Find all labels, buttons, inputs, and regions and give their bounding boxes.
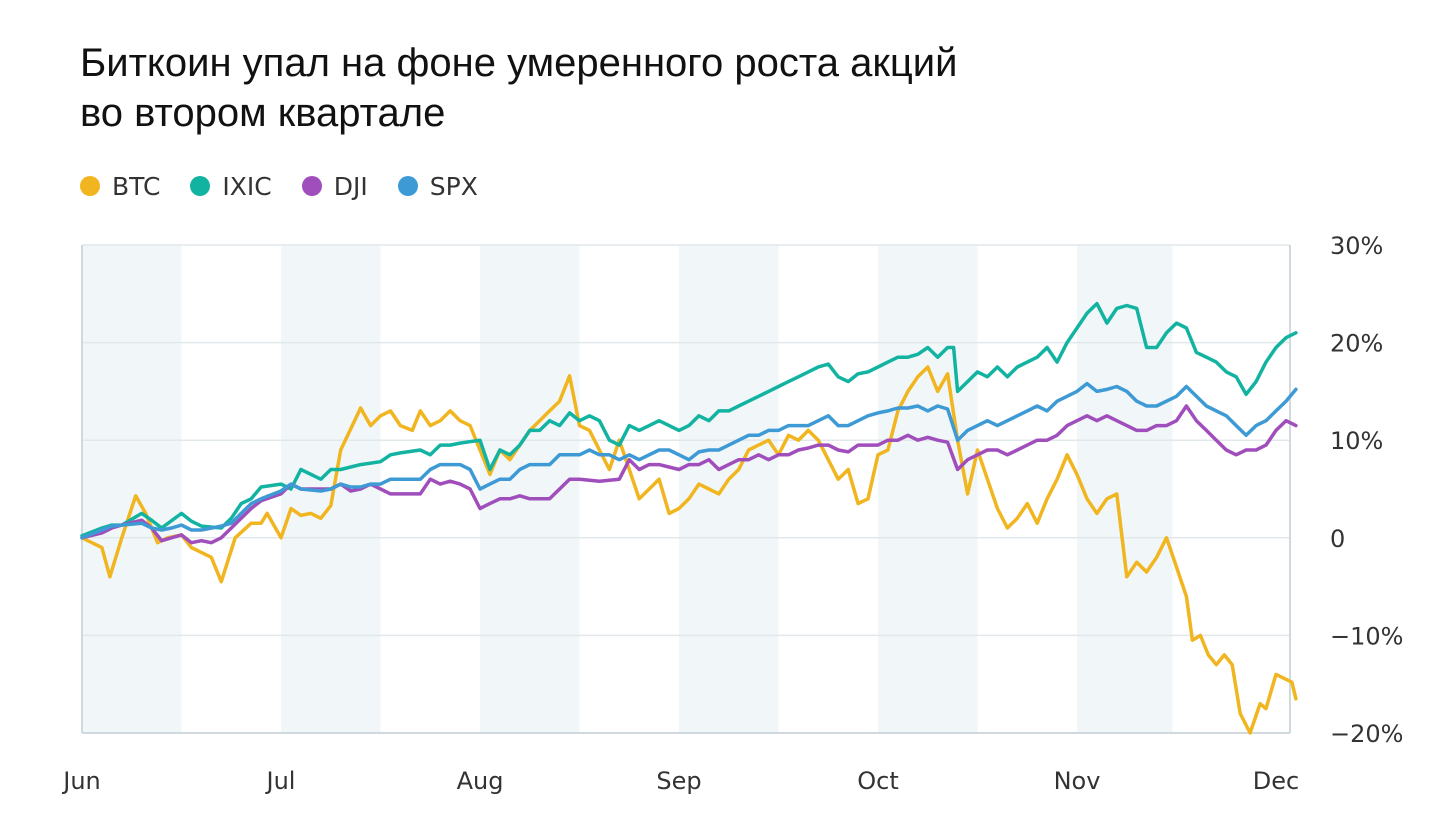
y-tick-label-5: −20%: [1330, 720, 1403, 748]
shaded-band-4: [878, 245, 978, 733]
legend-label-btc: BTC: [112, 171, 161, 201]
chart-title-line-1: Биткоин упал на фоне умеренного роста ак…: [80, 41, 958, 85]
y-tick-label-2: 10%: [1330, 427, 1383, 455]
legend-dot-ixic: [190, 176, 211, 196]
axes: [81, 245, 1291, 734]
x-tick-label-dec: Dec: [1253, 767, 1299, 795]
legend-label-spx: SPX: [429, 171, 478, 201]
x-tick-label-oct: Oct: [857, 767, 899, 795]
legend-dot-spx: [397, 176, 418, 196]
chart-title: Биткоин упал на фоне умеренного роста ак…: [80, 38, 1280, 138]
x-tick-label-nov: Nov: [1054, 767, 1101, 795]
shaded-band-5: [1077, 245, 1173, 733]
x-tick-labels: Jun Jul Aug Sep Oct Nov Dec: [61, 767, 1299, 795]
y-tick-label-0: 30%: [1330, 232, 1383, 260]
x-tick-label-jun: Jun: [61, 767, 101, 795]
legend-item-dji: DJI: [301, 171, 368, 201]
y-tick-label-1: 20%: [1330, 330, 1383, 358]
series-lines: [80, 301, 1298, 735]
legend-item-btc: BTC: [80, 172, 160, 201]
legend-item-ixic: IXIC: [190, 171, 272, 201]
shaded-band-0: [82, 245, 182, 733]
legend: BTC IXIC DJI SPX: [80, 166, 508, 206]
series-line-spx: [80, 381, 1298, 540]
shaded-band-2: [480, 245, 580, 733]
series-line-btc: [80, 365, 1298, 735]
y-tick-labels: 30% 20% 10% 0 −10% −20%: [1330, 232, 1403, 748]
legend-dot-dji: [301, 176, 322, 196]
y-tick-label-4: −10%: [1330, 622, 1403, 650]
chart-title-line-2: во втором квартале: [80, 91, 446, 135]
shaded-bands: [82, 245, 1173, 733]
legend-label-ixic: IXIC: [222, 171, 272, 201]
legend-label-dji: DJI: [333, 171, 368, 201]
x-tick-label-sep: Sep: [656, 767, 701, 795]
series-line-ixic: [80, 301, 1298, 538]
y-tick-label-3: 0: [1330, 525, 1345, 553]
x-tick-label-jul: Jul: [265, 767, 296, 795]
legend-dot-btc: [80, 176, 100, 196]
legend-item-spx: SPX: [397, 171, 478, 201]
x-tick-label-aug: Aug: [457, 767, 504, 795]
